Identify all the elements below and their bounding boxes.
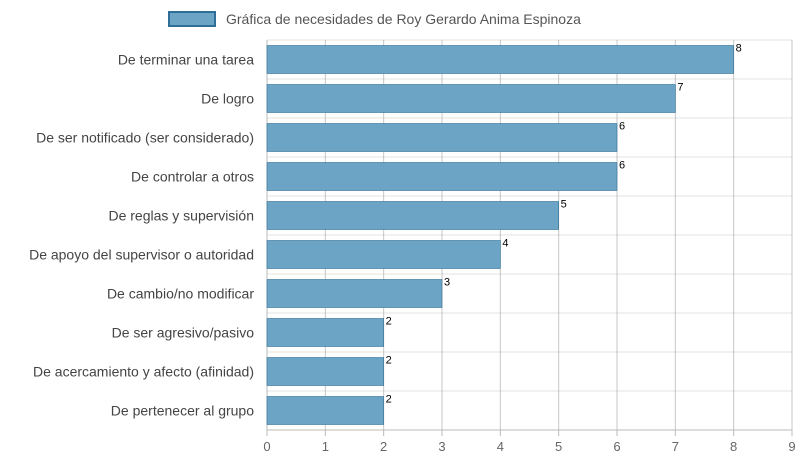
category-label: De logro: [201, 91, 254, 107]
x-tick-label: 2: [380, 439, 387, 454]
bar: [266, 357, 384, 386]
data-label: 4: [502, 238, 508, 250]
x-tick-label: 1: [322, 439, 329, 454]
bar: [266, 240, 501, 269]
x-tick-label: 7: [672, 439, 679, 454]
bar: [266, 84, 676, 113]
data-label: 5: [561, 199, 567, 211]
data-label: 7: [677, 82, 683, 94]
data-label: 3: [444, 277, 450, 289]
category-label: De reglas y supervisión: [108, 208, 254, 224]
category-label: De apoyo del supervisor o autoridad: [29, 247, 254, 263]
x-tick-label: 0: [263, 439, 270, 454]
bar: [266, 279, 443, 308]
bar: [266, 396, 384, 425]
bar: [266, 123, 618, 152]
category-label: De pertenecer al grupo: [111, 403, 254, 419]
legend-label: Gráfica de necesidades de Roy Gerardo An…: [226, 11, 581, 27]
x-tick-label: 8: [730, 439, 737, 454]
bars: [266, 45, 734, 425]
data-label: 2: [386, 316, 392, 328]
category-label: De acercamiento y afecto (afinidad): [33, 364, 254, 380]
category-label: De ser notificado (ser considerado): [36, 130, 254, 146]
category-label: De controlar a otros: [131, 169, 254, 185]
category-label: De ser agresivo/pasivo: [112, 325, 255, 341]
x-tick-label: 3: [438, 439, 445, 454]
x-tick-label: 6: [613, 439, 620, 454]
x-tick-label: 9: [788, 439, 795, 454]
x-tick-label: 4: [497, 439, 504, 454]
data-label: 6: [619, 121, 625, 133]
legend-swatch: [168, 11, 216, 27]
labels: 0 1 2 3 4 5 6 7 8 9 De terminar una tarea 8 De logro…: [29, 43, 796, 455]
bar: [266, 162, 618, 191]
x-tick-label: 5: [555, 439, 562, 454]
category-label: De cambio/no modificar: [107, 286, 254, 302]
category-label: De terminar una tarea: [118, 52, 254, 68]
data-label: 2: [386, 355, 392, 367]
bar: [266, 318, 384, 347]
bar: [266, 45, 734, 74]
data-label: 2: [386, 394, 392, 406]
chart-legend: Gráfica de necesidades de Roy Gerardo An…: [168, 8, 581, 30]
data-label: 8: [736, 43, 742, 55]
data-label: 6: [619, 160, 625, 172]
bar: [266, 201, 559, 230]
